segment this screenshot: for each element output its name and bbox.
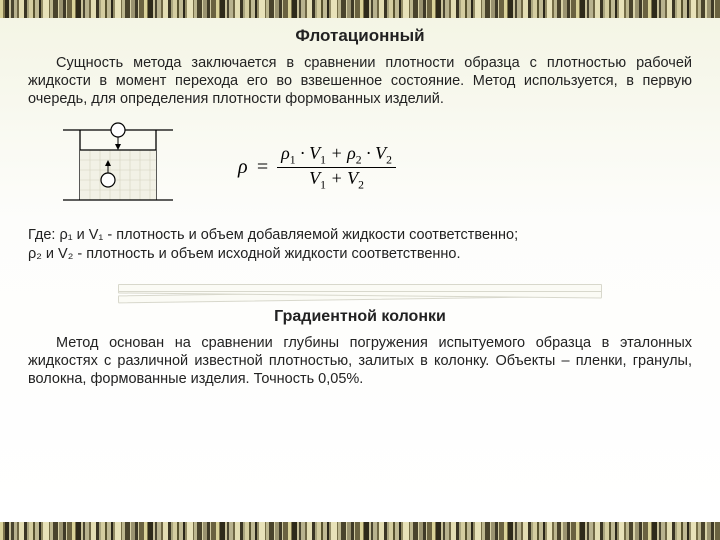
bottom-barcode-strip (0, 522, 720, 540)
top-barcode-strip (0, 0, 720, 18)
paragraph-1: Сущность метода заключается в сравнении … (28, 54, 692, 108)
figure-row: ρ = ρ1 · V1 + ρ2 · V2 V1 + V2 (58, 122, 692, 212)
density-formula: ρ = ρ1 · V1 + ρ2 · V2 V1 + V2 (238, 143, 396, 191)
section-title-2: Градиентной колонки (28, 308, 692, 326)
formula-fraction: ρ1 · V1 + ρ2 · V2 V1 + V2 (277, 143, 396, 191)
slide-body: Флотационный Сущность метода заключается… (0, 18, 720, 522)
float-diagram (58, 122, 178, 212)
legend-line-1: Где: ρ₁ и V₁ - плотность и объем добавля… (28, 226, 692, 245)
paragraph-2: Метод основан на сравнении глубины погру… (28, 334, 692, 388)
section-title-1: Флотационный (28, 26, 692, 46)
paper-stack-decoration (118, 282, 602, 302)
formula-legend: Где: ρ₁ и V₁ - плотность и объем добавля… (28, 226, 692, 264)
formula-eq: = (256, 156, 270, 179)
formula-lhs: ρ (238, 156, 248, 179)
legend-line-2: ρ₂ и V₂ - плотность и объем исходной жид… (28, 245, 692, 264)
formula-denominator: V1 + V2 (305, 168, 368, 192)
formula-numerator: ρ1 · V1 + ρ2 · V2 (277, 143, 396, 167)
